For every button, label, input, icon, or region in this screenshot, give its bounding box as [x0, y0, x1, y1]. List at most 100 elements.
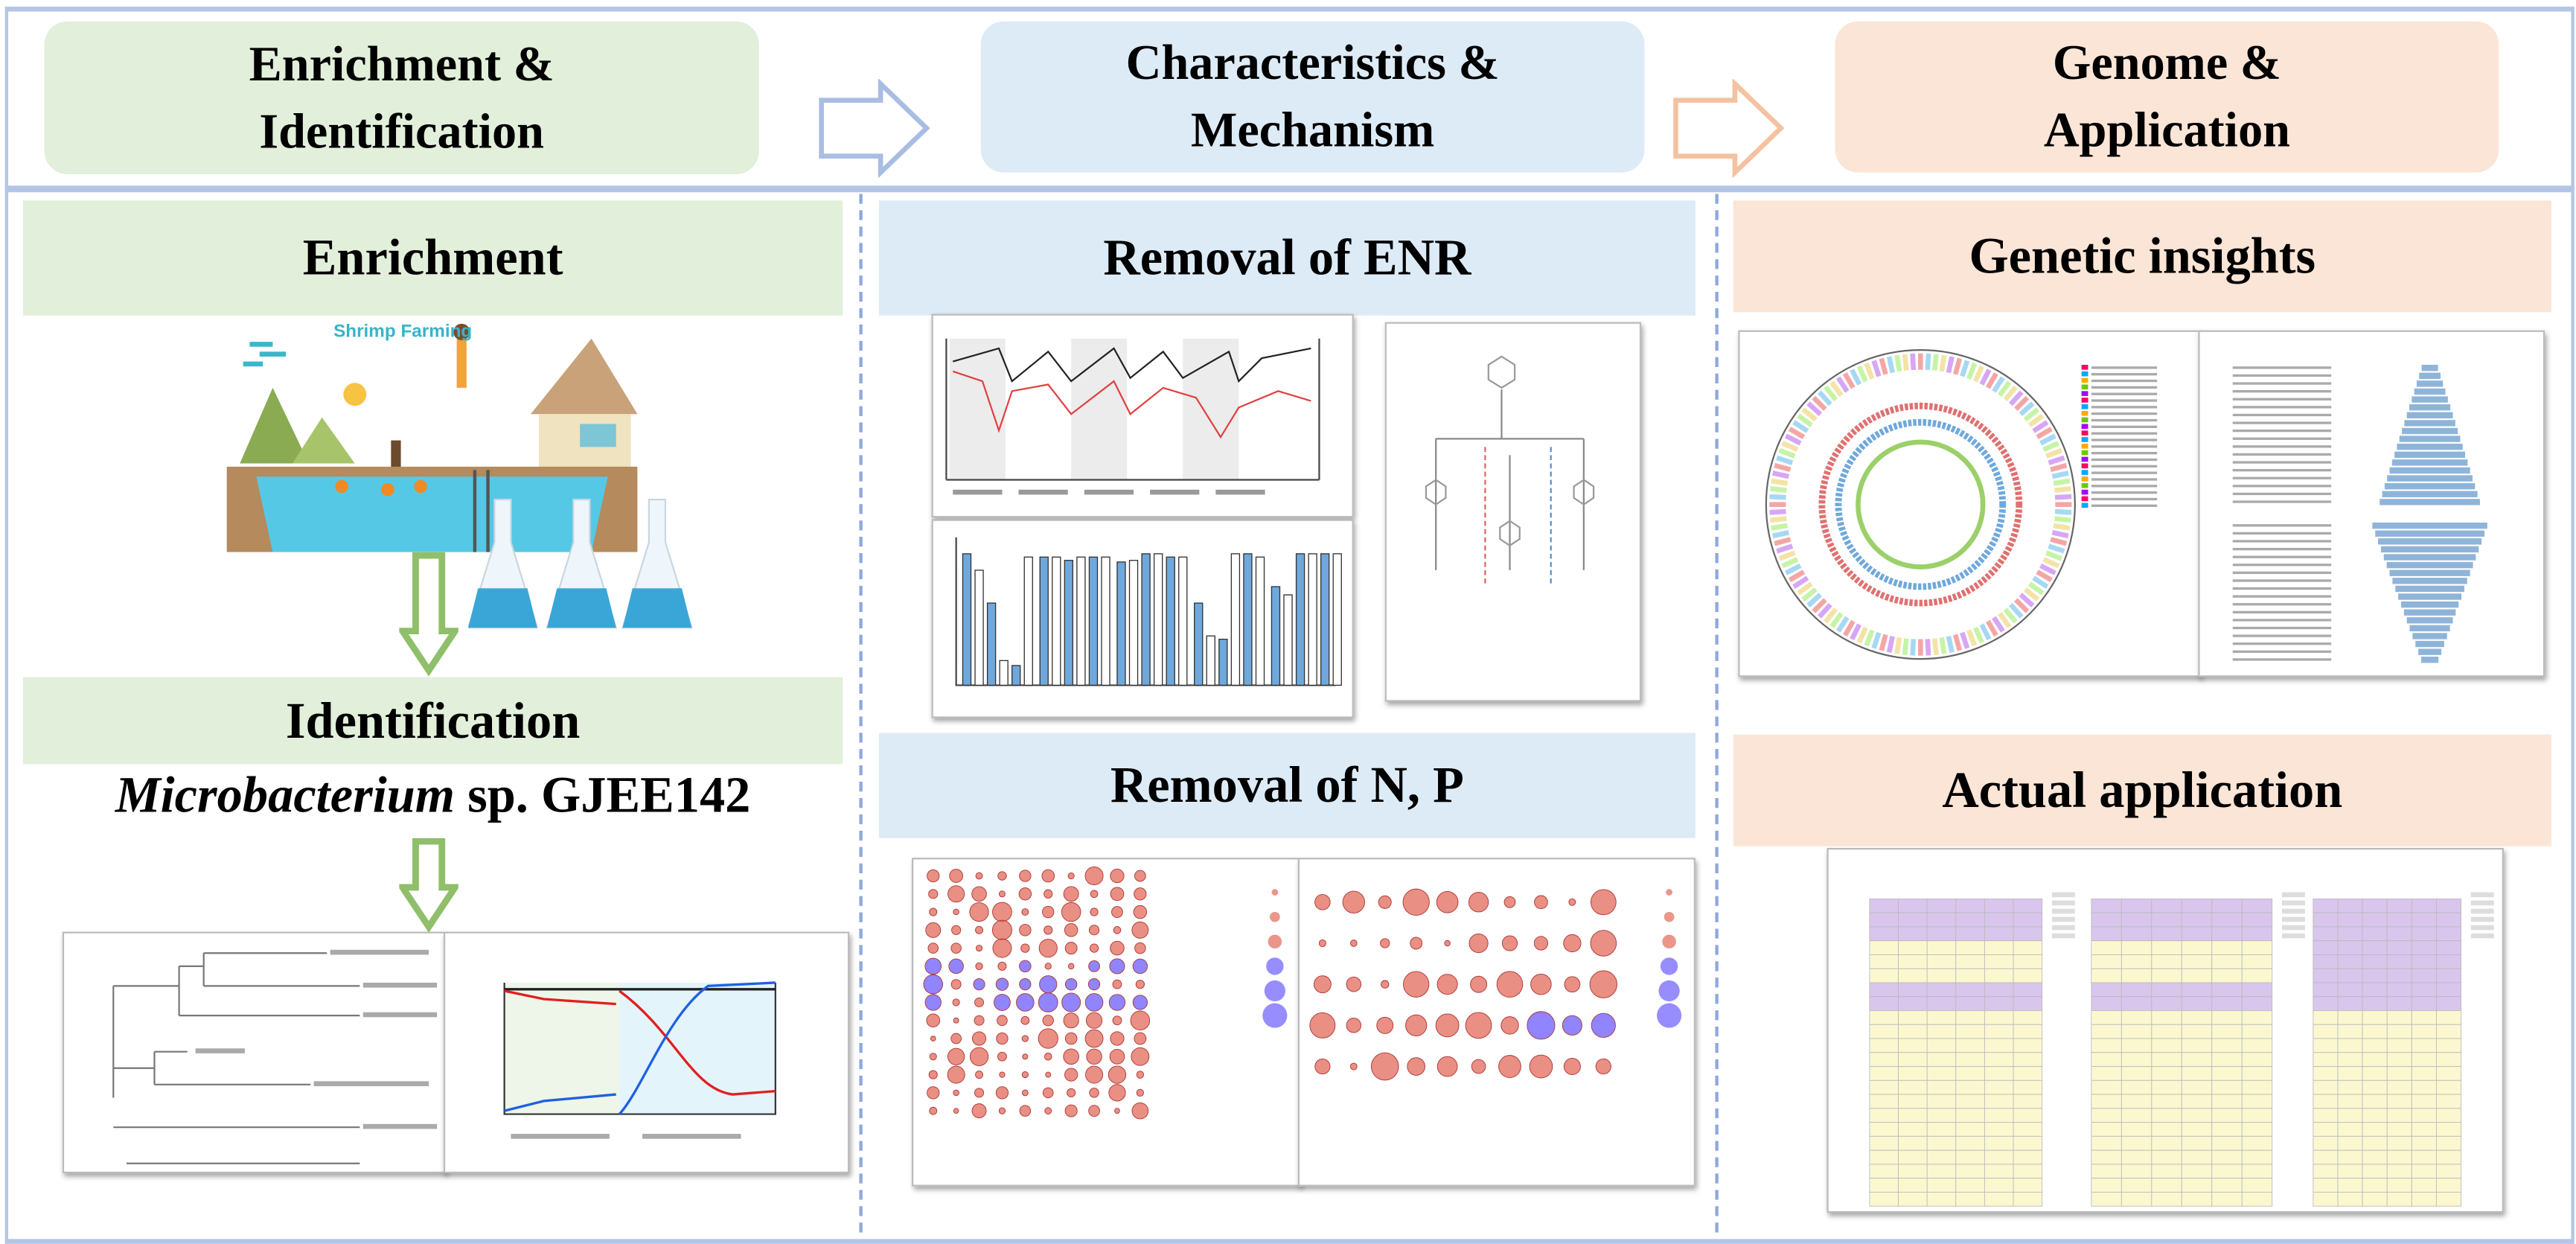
strain-species: sp. GJEE142 [455, 765, 751, 823]
heatmap-cell [2362, 912, 2388, 928]
bubble [1405, 1014, 1428, 1036]
go-bar [2412, 633, 2447, 639]
heatmap-cell [1926, 968, 1957, 983]
bubble [1041, 869, 1055, 883]
heatmap-cell [2411, 1108, 2437, 1123]
heatmap-cell [1984, 1191, 2014, 1207]
heatmap-cell [2151, 1024, 2182, 1039]
heatmap-cell [2435, 912, 2461, 928]
heatmap-cell [2211, 1178, 2243, 1193]
heatmap-cell [2091, 1079, 2122, 1095]
bubble [1020, 1015, 1030, 1025]
heatmap-cell [2151, 912, 2182, 928]
heatmap-cell [2211, 1135, 2243, 1151]
heatmap-cell [2435, 1066, 2461, 1081]
step-line: Application [2043, 103, 2291, 158]
heatmap-cell [2151, 926, 2182, 942]
heatmap-cell [2386, 1066, 2412, 1081]
heatmap-cell [2241, 982, 2273, 998]
heatmap-cell [1926, 1135, 1957, 1151]
heatmap-cell [2362, 1038, 2388, 1053]
bubble [1063, 1012, 1079, 1029]
bubble [947, 1065, 965, 1084]
heatmap-cell [2120, 1178, 2152, 1193]
bubble [1380, 938, 1390, 948]
heatmap-cell [2120, 898, 2152, 913]
heatmap-cell [2091, 1108, 2122, 1123]
heatmap-cell [2411, 926, 2437, 942]
bubble [1045, 1071, 1052, 1078]
heatmap-cell [2241, 1052, 2273, 1067]
legend-bubble [1270, 911, 1280, 922]
heatmap-cell [1869, 996, 1899, 1011]
heatmap-cell [1869, 912, 1899, 928]
heatmap-cell [2362, 940, 2388, 955]
heatmap-cell [2091, 1122, 2122, 1137]
genome-feature [2008, 390, 2024, 406]
bubble [1133, 905, 1148, 919]
heatmap-cell [2411, 1024, 2437, 1039]
go-label [2232, 642, 2332, 645]
heatmap-cell [1898, 1108, 1928, 1123]
heatmap-cell [2362, 1149, 2388, 1165]
heatmap-cell [2181, 940, 2213, 955]
heatmap-cell [2151, 982, 2182, 998]
heatmap-cell [2386, 1038, 2412, 1053]
shrimp-farming-illustration: Shrimp Farming [226, 322, 638, 552]
heatmap-cell [2362, 1010, 2388, 1025]
heatmap-cell [2313, 940, 2339, 955]
bar [1194, 602, 1204, 686]
heatmap-cell [2337, 1094, 2363, 1109]
legend-text [2091, 491, 2158, 494]
bubble [1084, 867, 1104, 885]
heatmap-cell [2151, 1164, 2182, 1179]
genome-feature [1998, 612, 2012, 628]
genome-feature [1788, 570, 1806, 583]
bubble [971, 1031, 987, 1046]
heatmap-cell [2386, 996, 2412, 1011]
bubble [1043, 1053, 1052, 1061]
heatmap-legend [2470, 933, 2494, 939]
bubble [1088, 1105, 1100, 1117]
genome-feature [2023, 407, 2040, 422]
bubble [1067, 963, 1075, 970]
heatmap-cell [1926, 940, 1957, 955]
heatmap-cell [1926, 1149, 1957, 1165]
bubble [1061, 902, 1081, 922]
legend-bubble [1663, 911, 1675, 922]
genome-feature [1788, 427, 1806, 440]
bubble [1018, 887, 1032, 901]
heatmap-cell [2386, 912, 2412, 928]
heatmap-cell [2211, 1094, 2243, 1109]
heatmap-cell [2386, 1010, 2412, 1025]
heatmap-cell [2337, 1135, 2363, 1151]
legend-swatch [2081, 496, 2088, 502]
heatmap-cell [2313, 1010, 2339, 1025]
bubble [1436, 974, 1458, 995]
go-bar [2409, 403, 2451, 411]
legend-text [2091, 399, 2158, 402]
heatmap-cell [2013, 1066, 2043, 1081]
go-label [2232, 626, 2332, 630]
genome-feature [1879, 357, 1888, 375]
bar [1011, 665, 1021, 686]
heatmap-cell [2241, 968, 2273, 983]
heatmap-cell [2362, 996, 2388, 1011]
heatmap-cell [2120, 1108, 2152, 1123]
genome-feature [1864, 629, 1875, 647]
genome-feature [1792, 420, 1809, 433]
heatmap-cell [1898, 1038, 1928, 1053]
heatmap-cell [2362, 1178, 2388, 1193]
heatmap-legend [2281, 916, 2305, 922]
genome-feature [2036, 427, 2053, 440]
heatmap-cell [1926, 1038, 1957, 1053]
heatmap-cell [2013, 1010, 2043, 1025]
bubble [953, 1017, 959, 1024]
genome-feature [1784, 433, 1802, 446]
bar [1116, 561, 1126, 686]
legend-bubble [1268, 934, 1282, 949]
genome-feature [2051, 471, 2069, 479]
heatmap-cell [2411, 968, 2437, 983]
heatmap-cell [2120, 1149, 2152, 1165]
genome-feature [2045, 447, 2063, 459]
